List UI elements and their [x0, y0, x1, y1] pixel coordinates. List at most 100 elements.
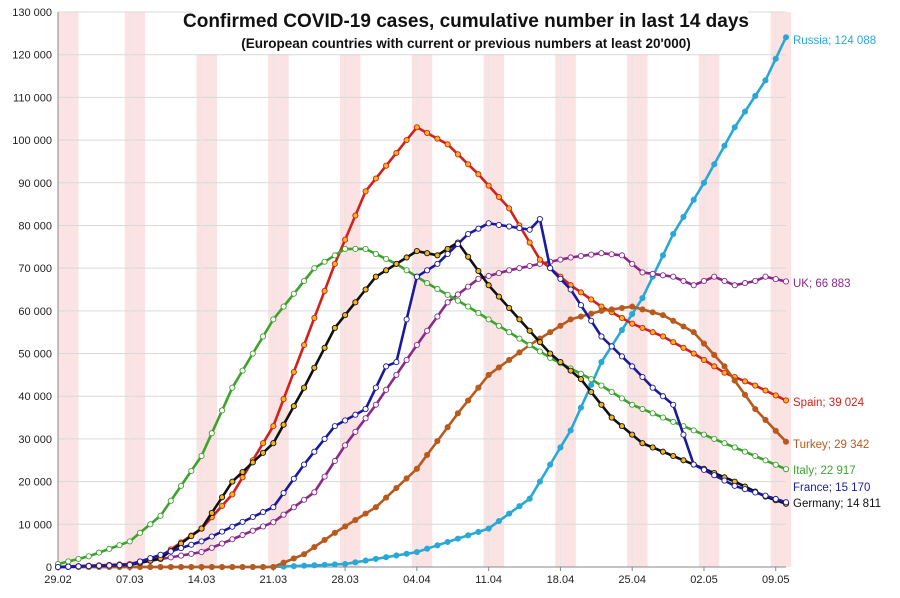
weekend-band — [698, 12, 720, 567]
data-point-turkey — [670, 317, 677, 324]
data-point-italy — [536, 348, 543, 355]
y-tick-label: 70 000 — [18, 263, 52, 275]
data-point-italy — [618, 395, 625, 402]
data-point-turkey — [177, 563, 185, 571]
data-point-uk — [383, 386, 390, 393]
data-point-spain — [260, 440, 267, 447]
x-axis-ticks: 29.02 07.03 14.03 21.03 28.03 04.04 11.04 18.04… — [44, 567, 790, 586]
data-point-spain — [639, 324, 646, 331]
data-point-uk — [711, 273, 718, 280]
data-point-italy — [321, 258, 328, 265]
data-point-spain — [465, 161, 472, 168]
x-tick-label: 07.03 — [116, 574, 144, 586]
data-point-uk — [485, 272, 492, 280]
data-point-france — [444, 250, 451, 257]
data-point-france — [506, 223, 513, 230]
data-point-uk — [229, 536, 236, 543]
data-point-turkey — [721, 363, 728, 370]
y-tick-label: 50 000 — [18, 349, 52, 361]
end-label-italy: Italy; 22 917 — [793, 465, 856, 477]
data-point-spain — [331, 260, 338, 267]
data-point-turkey — [629, 303, 636, 310]
data-point-germany — [659, 448, 667, 455]
weekend-band — [58, 12, 79, 567]
data-point-uk — [495, 270, 502, 277]
data-point-spain — [372, 175, 379, 182]
y-tick-label: 130 000 — [12, 7, 52, 19]
data-point-russia — [536, 478, 543, 485]
data-point-germany — [383, 267, 390, 274]
x-tick-label: 25.04 — [618, 574, 646, 586]
data-point-turkey — [198, 563, 205, 571]
data-point-uk — [167, 554, 174, 561]
data-point-turkey — [260, 563, 267, 571]
data-point-italy — [495, 322, 502, 329]
data-point-italy — [690, 427, 697, 434]
data-point-turkey — [403, 475, 410, 482]
data-point-uk — [649, 270, 656, 277]
data-point-russia — [352, 559, 359, 566]
data-point-turkey — [290, 555, 297, 562]
data-point-russia — [782, 34, 790, 41]
data-point-russia — [588, 381, 595, 388]
data-point-russia — [670, 230, 677, 238]
data-point-france — [177, 545, 185, 552]
data-point-italy — [526, 341, 533, 349]
data-point-turkey — [711, 351, 718, 359]
data-point-italy — [465, 303, 472, 310]
data-point-italy — [280, 303, 287, 310]
data-point-germany — [618, 423, 625, 430]
data-point-germany — [239, 468, 246, 476]
data-point-france — [106, 562, 113, 569]
data-point-turkey — [516, 349, 523, 356]
data-point-uk — [670, 273, 677, 280]
data-point-uk — [219, 540, 226, 547]
data-point-germany — [485, 282, 492, 289]
data-point-france — [608, 343, 615, 350]
data-point-uk — [721, 277, 728, 285]
data-point-italy — [136, 529, 144, 536]
data-point-uk — [475, 275, 482, 282]
data-point-uk — [557, 256, 564, 263]
data-point-france — [772, 495, 779, 503]
data-point-france — [54, 563, 62, 571]
end-label-france: France; 15 170 — [793, 482, 870, 494]
data-point-russia — [403, 550, 410, 557]
data-point-italy — [270, 316, 277, 323]
data-point-spain — [670, 339, 677, 346]
data-point-russia — [741, 108, 749, 115]
data-point-uk — [342, 442, 349, 449]
x-tick-label: 14.03 — [188, 574, 216, 586]
data-point-france — [352, 411, 359, 418]
data-point-uk — [301, 496, 308, 503]
data-point-france — [690, 461, 697, 468]
data-point-uk — [444, 299, 451, 306]
data-point-russia — [690, 196, 697, 203]
data-point-france — [465, 230, 472, 238]
data-point-uk — [260, 523, 267, 530]
data-point-france — [362, 405, 369, 413]
data-point-spain — [434, 135, 441, 142]
data-point-france — [260, 509, 267, 516]
data-point-italy — [588, 376, 595, 383]
end-label-spain: Spain; 39 024 — [793, 397, 865, 409]
data-point-spain — [506, 205, 513, 212]
data-point-france — [126, 561, 133, 568]
data-point-france — [198, 538, 205, 545]
data-point-france — [741, 486, 749, 493]
data-point-russia — [721, 142, 728, 149]
series-layer — [54, 34, 790, 571]
data-point-italy — [290, 290, 297, 297]
data-point-italy — [711, 435, 718, 442]
data-point-italy — [608, 388, 615, 396]
x-tick-label: 11.04 — [475, 574, 502, 586]
data-point-france — [567, 286, 574, 293]
data-point-russia — [752, 92, 759, 100]
data-point-turkey — [547, 329, 554, 336]
data-point-turkey — [280, 559, 287, 566]
data-point-italy — [85, 553, 92, 560]
y-tick-label: 10 000 — [18, 519, 52, 531]
data-point-uk — [188, 550, 195, 557]
data-point-germany — [413, 248, 420, 255]
data-point-turkey — [444, 424, 451, 431]
